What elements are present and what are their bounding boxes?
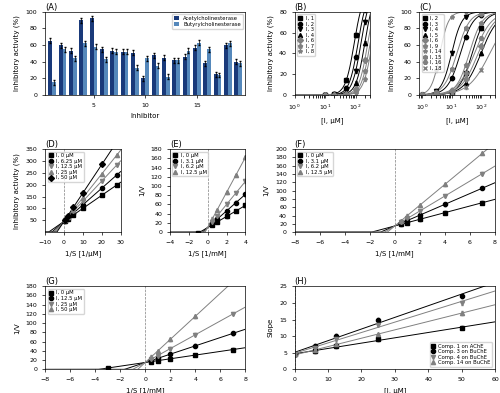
Legend: I, 2, I, 3, I, 4, I, 5, I, 6, I, 9, I, 14, I, 15, I, 16, I, 18: I, 2, I, 3, I, 4, I, 5, I, 6, I, 9, I, 1… xyxy=(422,15,444,72)
Legend: I, 0 μM, I, 12.5 μM, I, 25 μM, I, 50 μM: I, 0 μM, I, 12.5 μM, I, 25 μM, I, 50 μM xyxy=(48,289,84,314)
Y-axis label: Inhibitory activity (%): Inhibitory activity (%) xyxy=(388,15,394,91)
Legend: Comp. 1 on AChE, Comp. 3 on BuChE, Comp. 4 on BuChE, Comp. 14 on BuChE: Comp. 1 on AChE, Comp. 3 on BuChE, Comp.… xyxy=(430,342,492,367)
Bar xyxy=(197,42,201,95)
Bar xyxy=(131,53,135,95)
Text: (D): (D) xyxy=(45,140,58,149)
Bar xyxy=(218,75,222,95)
X-axis label: 1/S [1/mM]: 1/S [1/mM] xyxy=(376,250,414,257)
Y-axis label: 1/V: 1/V xyxy=(14,322,20,334)
Bar xyxy=(62,49,66,95)
Y-axis label: 1/V: 1/V xyxy=(264,185,270,196)
Bar xyxy=(166,77,170,95)
Bar xyxy=(124,52,128,95)
Bar xyxy=(104,59,108,95)
Bar xyxy=(48,41,52,95)
Y-axis label: Inhibitory activity (%): Inhibitory activity (%) xyxy=(267,15,274,91)
Bar xyxy=(186,51,190,95)
Bar xyxy=(207,49,211,95)
Bar xyxy=(114,52,118,95)
Bar xyxy=(204,63,207,95)
Bar xyxy=(152,55,156,95)
Legend: Acetylcholinesterase, Butyrylcholinesterase: Acetylcholinesterase, Butyrylcholinester… xyxy=(172,15,243,29)
Bar xyxy=(142,78,145,95)
X-axis label: [I, μM]: [I, μM] xyxy=(446,118,468,124)
Legend: I, 0 μM, I, 6.25 μM, I, 12.5 μM, I, 25 μM, I, 50 μM: I, 0 μM, I, 6.25 μM, I, 12.5 μM, I, 25 μ… xyxy=(48,152,84,182)
Text: (G): (G) xyxy=(45,277,58,286)
Bar xyxy=(238,63,242,95)
Bar xyxy=(172,60,176,95)
Y-axis label: Inhibitory activity (%): Inhibitory activity (%) xyxy=(14,152,20,229)
Bar xyxy=(176,60,180,95)
Bar xyxy=(145,59,149,95)
Bar xyxy=(69,51,73,95)
Text: (H): (H) xyxy=(294,277,308,286)
Legend: I, 0 μM, I, 3.1 μM, I, 6.2 μM, I, 12.5 μM: I, 0 μM, I, 3.1 μM, I, 6.2 μM, I, 12.5 μ… xyxy=(172,152,208,176)
Y-axis label: Slope: Slope xyxy=(268,318,274,338)
Y-axis label: Inhibitory activity (%): Inhibitory activity (%) xyxy=(14,15,20,91)
Bar xyxy=(135,68,139,95)
Bar xyxy=(224,45,228,95)
Bar xyxy=(100,49,104,95)
Bar xyxy=(90,18,94,95)
Bar xyxy=(162,57,166,95)
Text: (B): (B) xyxy=(294,3,307,12)
Bar xyxy=(83,43,87,95)
Bar xyxy=(80,20,83,95)
Text: (E): (E) xyxy=(170,140,181,149)
Legend: I, 1, I, 2, I, 3, I, 4, I, 6, I, 7, I, 8: I, 1, I, 2, I, 3, I, 4, I, 6, I, 7, I, 8 xyxy=(297,15,316,56)
Bar xyxy=(193,48,197,95)
Text: (C): (C) xyxy=(420,3,432,12)
Bar xyxy=(94,47,98,95)
Bar xyxy=(52,83,56,95)
Bar xyxy=(120,52,124,95)
Bar xyxy=(228,43,232,95)
Bar xyxy=(182,57,186,95)
Y-axis label: 1/V: 1/V xyxy=(139,185,145,196)
X-axis label: 1/S [1/μM]: 1/S [1/μM] xyxy=(64,250,101,257)
X-axis label: 1/S [1/mM]: 1/S [1/mM] xyxy=(126,387,164,393)
X-axis label: [I, μM]: [I, μM] xyxy=(321,118,344,124)
Legend: I, 0 μM, I, 3.1 μM, I, 6.2 μM, I, 12.5 μM: I, 0 μM, I, 3.1 μM, I, 6.2 μM, I, 12.5 μ… xyxy=(297,152,333,176)
Bar xyxy=(73,59,77,95)
Text: (F): (F) xyxy=(294,140,306,149)
X-axis label: Inhibitor: Inhibitor xyxy=(130,113,160,119)
Text: (A): (A) xyxy=(45,3,57,12)
Bar xyxy=(58,45,62,95)
X-axis label: [I, μM]: [I, μM] xyxy=(384,387,406,393)
Bar xyxy=(110,51,114,95)
X-axis label: 1/S [1/mM]: 1/S [1/mM] xyxy=(188,250,227,257)
Bar xyxy=(214,74,218,95)
Bar xyxy=(156,66,160,95)
Bar xyxy=(234,62,238,95)
